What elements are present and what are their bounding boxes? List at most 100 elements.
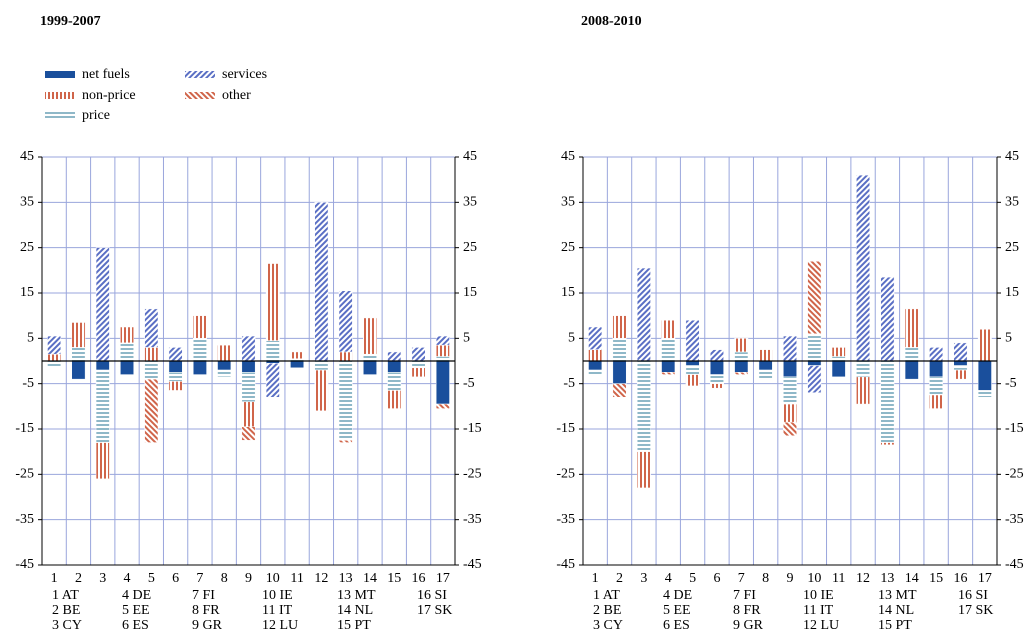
x-tick-label: 10 — [266, 571, 280, 586]
bar-segment — [363, 353, 377, 362]
bar-segment — [411, 360, 426, 369]
bar-segment — [338, 440, 353, 443]
bar-segment — [929, 347, 944, 362]
bar-segment — [880, 360, 895, 443]
bar-segment — [144, 378, 159, 443]
bar-segment — [47, 335, 62, 355]
bar-segment — [363, 360, 377, 375]
bar-segment — [168, 360, 183, 373]
x-tick-label: 4 — [124, 571, 131, 586]
bar-segment — [709, 383, 724, 389]
y-tick-label: 35 — [20, 195, 34, 210]
bar-segment — [241, 372, 256, 403]
country-key: 14 NL — [337, 603, 373, 618]
bar-segment — [411, 347, 426, 362]
legend-label: net fuels — [82, 67, 130, 82]
bar-segment — [387, 351, 402, 362]
bar-segment — [411, 367, 426, 378]
bar-segment — [387, 372, 402, 391]
country-key: 12 LU — [803, 618, 839, 633]
bar-segment — [685, 374, 700, 387]
x-tick-label: 3 — [640, 571, 647, 586]
bar-segment — [758, 349, 773, 362]
y2-tick-label: 25 — [463, 240, 477, 255]
y-tick-label: 45 — [561, 149, 575, 164]
x-tick-label: 16 — [412, 571, 426, 586]
bar-segment — [265, 363, 280, 398]
legend-swatch — [45, 112, 75, 119]
country-key: 14 NL — [878, 603, 914, 618]
chart-title: 2008-2010 — [581, 14, 642, 29]
country-key: 16 SI — [417, 588, 447, 603]
bar-segment — [241, 426, 256, 441]
bar-segment — [709, 374, 724, 384]
bar-segment — [241, 360, 256, 373]
bar-segment — [265, 263, 280, 341]
country-key: 2 BE — [593, 603, 621, 618]
x-tick-label: 11 — [290, 571, 303, 586]
x-tick-label: 17 — [436, 571, 450, 586]
bar-segment — [95, 247, 110, 362]
bar-segment — [734, 338, 749, 353]
legend-swatch — [45, 92, 75, 99]
bar-segment — [588, 360, 603, 371]
bar-segment — [47, 353, 62, 362]
country-key: 16 SI — [958, 588, 988, 603]
bar-segment — [904, 360, 919, 380]
x-tick-label: 2 — [75, 571, 82, 586]
y-tick-label: 15 — [561, 285, 575, 300]
bar-segment — [807, 360, 822, 366]
x-tick-label: 10 — [807, 571, 821, 586]
y-tick-label: -25 — [556, 467, 575, 482]
x-tick-label: 14 — [905, 571, 919, 586]
bar-segment — [120, 360, 134, 375]
x-tick-label: 1 — [592, 571, 599, 586]
y-tick-label: -5 — [22, 376, 34, 391]
x-tick-label: 3 — [99, 571, 106, 586]
bar-segment — [636, 267, 651, 362]
chart-title: 1999-2007 — [40, 14, 101, 29]
legend-label: services — [222, 67, 267, 82]
bar-segment — [636, 360, 651, 452]
bar-segment — [120, 342, 134, 362]
y2-tick-label: -15 — [463, 421, 482, 436]
bar-segment — [709, 349, 724, 362]
y-tick-label: 25 — [20, 240, 34, 255]
country-key: 17 SK — [958, 603, 993, 618]
bar-segment — [71, 322, 86, 348]
bar-segment — [880, 442, 895, 446]
bar-segment — [241, 401, 256, 427]
x-tick-label: 2 — [616, 571, 623, 586]
x-tick-label: 5 — [689, 571, 696, 586]
bar-segment — [783, 403, 797, 423]
bar-segment — [685, 360, 700, 366]
bar-segment — [192, 338, 207, 362]
x-tick-label: 4 — [665, 571, 672, 586]
bar-segment — [953, 365, 968, 371]
y2-tick-label: -35 — [1005, 512, 1024, 527]
bar-segment — [338, 351, 353, 362]
bar-segment — [831, 356, 846, 362]
bar-segment — [953, 342, 968, 362]
x-tick-label: 8 — [762, 571, 769, 586]
y2-tick-label: 15 — [1005, 285, 1019, 300]
bar-segment — [612, 360, 627, 384]
bar-segment — [636, 451, 651, 489]
x-tick-label: 6 — [172, 571, 179, 586]
bar-segment — [95, 360, 110, 371]
bar-segment — [953, 360, 968, 366]
bar-segment — [685, 365, 700, 375]
legend-swatch — [185, 92, 215, 99]
bar-segment — [265, 340, 280, 362]
country-key: 3 CY — [593, 618, 623, 633]
bar-segment — [783, 335, 797, 362]
country-key: 7 FI — [733, 588, 756, 603]
bar-segment — [685, 319, 700, 362]
y-tick-label: -15 — [556, 421, 575, 436]
y2-tick-label: -35 — [463, 512, 482, 527]
country-key: 1 AT — [52, 588, 79, 603]
x-tick-label: 15 — [929, 571, 943, 586]
bar-segment — [241, 335, 256, 362]
